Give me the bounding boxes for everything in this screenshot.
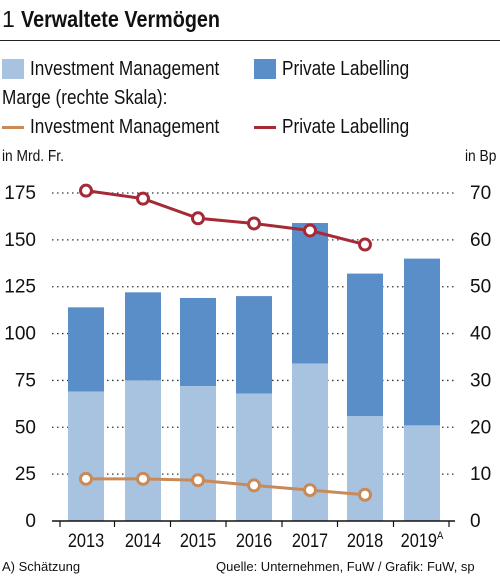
y-left-tick-0: 0 [25,511,36,532]
chart-title: 1 Verwaltete Vermögen [2,6,252,36]
bar-investment-2017 [292,363,328,521]
bar-private-2014 [125,292,161,381]
bar-investment-2016 [236,393,272,521]
x-label-2017: 2017 [292,530,328,551]
legend-label-private: Private Labelling [282,57,410,80]
point-private-2015 [191,211,205,226]
title-rule [0,40,500,41]
y-left-tick-25: 25 [15,464,36,485]
right-axis-unit: in Bp [465,148,500,166]
point-investment-2018 [358,487,372,502]
x-label-2014: 2014 [125,530,161,551]
legend-linekey-private [254,125,276,129]
legend-linekey-investment [2,125,24,129]
bar-private-2016 [236,296,272,394]
y-left-tick-175: 175 [4,183,36,204]
point-private-2017 [303,223,317,238]
legend-line-private: Private Labelling [254,114,430,140]
y-left-tick-50: 50 [15,417,36,438]
y-right-tick-0: 0 [470,511,481,532]
bar-private-2015 [180,297,216,387]
bar-private-2017 [292,222,328,364]
y-left-tick-75: 75 [15,370,36,391]
point-investment-2017 [303,483,317,498]
point-private-2016 [247,216,261,231]
point-investment-2015 [191,473,205,488]
y-right-tick-10: 10 [470,464,491,485]
x-label-2019A: 2019A [401,530,444,551]
legend-label-investment: Investment Management [30,57,220,80]
footnote: A) Schätzung [2,559,81,574]
legend-marge-text: Marge (rechte Skala): [2,86,168,109]
bar-private-2018 [347,273,383,417]
legend-line-investment: Investment Management [2,114,250,140]
y-left-tick-150: 150 [4,230,36,251]
y-left-tick-100: 100 [4,324,36,345]
bar-private-2019A [404,258,440,426]
legend-swatch-private [254,59,276,79]
x-label-2016: 2016 [236,530,272,551]
bar-private-2013 [68,307,104,392]
right-axis-unit-text: in Bp [465,148,497,165]
legend-bar-private: Private Labelling [254,56,430,82]
bar-investment-2019A [404,425,440,521]
line-investment [86,477,366,497]
bar-investment-2013 [68,391,104,521]
bar-investment-2015 [180,386,216,521]
x-label-2018: 2018 [347,530,383,551]
legend-line-label-private: Private Labelling [282,115,410,138]
line-private [85,189,366,246]
point-private-2014 [136,191,150,206]
source-line: Quelle: Unternehmen, FuW / Grafik: FuW, … [216,559,475,574]
y-left-tick-125: 125 [4,277,36,298]
left-axis-unit: in Mrd. Fr. [2,148,74,166]
y-right-tick-30: 30 [470,370,491,391]
y-right-tick-70: 70 [470,183,491,204]
legend-marge-heading: Marge (rechte Skala): [2,85,194,111]
y-right-tick-20: 20 [470,417,491,438]
point-investment-2014 [136,471,150,486]
x-label-2013: 2013 [68,530,104,551]
chart-title-text: Verwaltete Vermögen [20,6,220,32]
legend-swatch-investment [2,59,24,79]
legend-bar-investment: Investment Management [2,56,250,82]
y-right-tick-40: 40 [470,324,491,345]
legend-line-label-investment: Investment Management [30,115,220,138]
bar-investment-2018 [347,416,383,521]
point-private-2013 [79,183,93,198]
point-investment-2016 [247,478,261,493]
x-label-2015: 2015 [180,530,216,551]
point-private-2018 [358,237,372,252]
chart-number: 1 [2,6,15,32]
point-investment-2013 [79,471,93,486]
bar-investment-2014 [125,380,161,521]
y-right-tick-50: 50 [470,277,491,298]
y-right-tick-60: 60 [470,230,491,251]
left-axis-unit-text: in Mrd. Fr. [2,148,64,165]
